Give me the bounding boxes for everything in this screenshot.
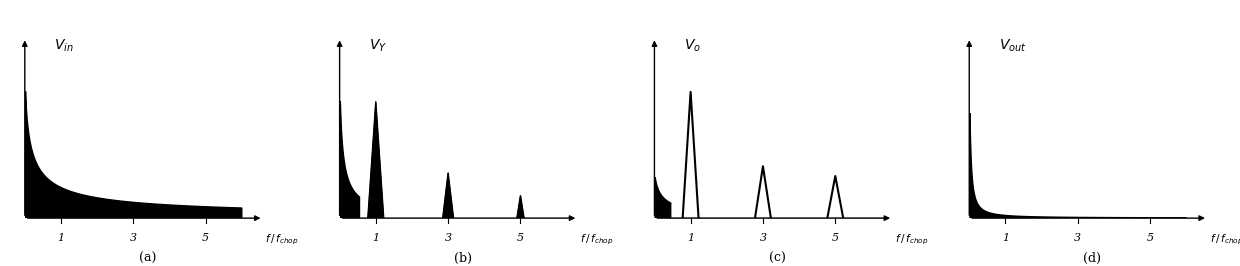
Text: 1: 1: [57, 233, 64, 243]
Polygon shape: [655, 177, 671, 218]
Text: $\mathit{V}_{o}$: $\mathit{V}_{o}$: [684, 38, 701, 54]
Text: 3: 3: [445, 233, 451, 243]
Text: 1: 1: [687, 233, 694, 243]
Text: 1: 1: [1002, 233, 1009, 243]
Polygon shape: [368, 102, 383, 218]
Text: 5: 5: [1147, 233, 1153, 243]
Text: $f\,/\,f_{\mathit{chop}}$: $f\,/\,f_{\mathit{chop}}$: [895, 233, 929, 247]
Polygon shape: [443, 173, 454, 218]
Text: 5: 5: [517, 233, 525, 243]
Text: 3: 3: [759, 233, 766, 243]
Text: 1: 1: [372, 233, 379, 243]
Text: $\mathit{V}_{in}$: $\mathit{V}_{in}$: [55, 38, 74, 54]
Text: $f\,/\,f_{\mathit{chop}}$: $f\,/\,f_{\mathit{chop}}$: [580, 233, 614, 247]
Polygon shape: [26, 91, 242, 218]
Text: 5: 5: [202, 233, 210, 243]
Text: 3: 3: [1074, 233, 1081, 243]
Text: $\mathit{V}_{Y}$: $\mathit{V}_{Y}$: [370, 38, 387, 54]
Text: $\mathit{V}_{out}$: $\mathit{V}_{out}$: [998, 38, 1027, 54]
Polygon shape: [970, 113, 1187, 218]
Text: $f\,/\,f_{\mathit{chop}}$: $f\,/\,f_{\mathit{chop}}$: [265, 233, 299, 247]
Text: 5: 5: [832, 233, 838, 243]
Text: 3: 3: [130, 233, 136, 243]
Polygon shape: [340, 101, 360, 218]
Polygon shape: [517, 196, 525, 218]
Text: (c): (c): [769, 252, 786, 265]
Text: (b): (b): [454, 252, 471, 265]
Text: (a): (a): [139, 252, 156, 265]
Text: $f\,/\,f_{\mathit{chop}}$: $f\,/\,f_{\mathit{chop}}$: [1210, 233, 1240, 247]
Text: (d): (d): [1084, 252, 1101, 265]
